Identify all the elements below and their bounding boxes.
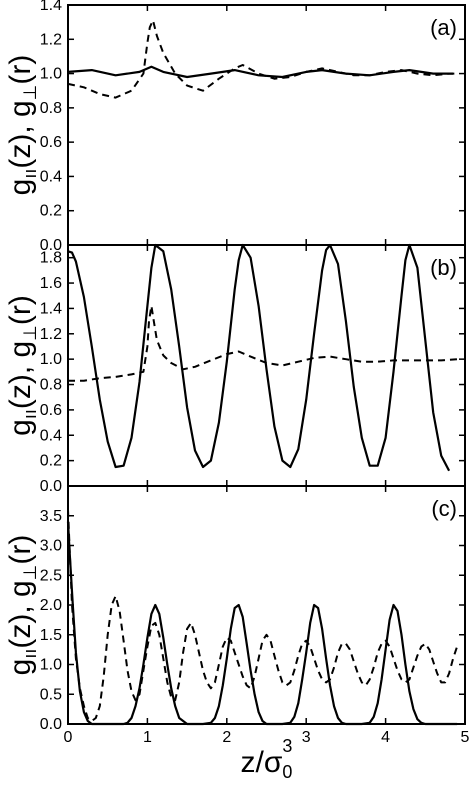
y-tick-label: 1.5: [40, 627, 62, 644]
x-axis-title-part: z/σ: [241, 746, 283, 779]
x-axis-title-subscript: 0: [282, 762, 292, 782]
y-tick-label: 1.0: [40, 351, 62, 368]
y-tick-label: 1.4: [40, 0, 62, 14]
y-tick-label: 3.0: [40, 538, 62, 555]
x-tick-label: 1: [143, 729, 152, 746]
y-tick-label: 1.0: [40, 66, 62, 83]
y-axis-title-part: (r): [4, 55, 37, 85]
y-axis-title-part: g: [4, 419, 37, 436]
y-tick-label: 0.8: [40, 100, 62, 117]
x-tick-label: 5: [461, 729, 470, 746]
panel-label: (b): [430, 255, 457, 280]
y-tick-label: 1.2: [40, 31, 62, 48]
panel-label: (a): [430, 15, 457, 40]
panel-1: 0.0 0.2 0.4 0.6 0.8 1.0 1.2 1.4 (a) gıı(z), g⊥(r): [4, 0, 466, 254]
y-axis-title-part: g: [4, 179, 37, 196]
y-tick-label: 0.0: [40, 237, 62, 254]
y-axis-title-subscript: ⊥: [20, 565, 40, 581]
y-axis-title-subscript: ıı: [20, 169, 40, 179]
solid-series-line: [67, 243, 451, 472]
dashed-series-line: [67, 509, 459, 722]
dashed-series-line: [68, 304, 458, 382]
y-axis-title: gıı(z), g⊥(r): [4, 535, 40, 676]
solid-series-line: [66, 521, 458, 726]
y-tick-label: 0.8: [40, 377, 62, 394]
x-tick-label: 2: [222, 729, 231, 746]
y-tick-label: 1.0: [40, 657, 62, 674]
y-tick-label: 1.4: [40, 300, 62, 317]
y-tick-label: 3.5: [40, 508, 62, 525]
y-axis-title-subscript: ⊥: [20, 325, 40, 341]
x-tick-label: 4: [381, 729, 390, 746]
x-tick-label: 3: [302, 729, 311, 746]
y-axis-title: gıı(z), g⊥(r): [4, 295, 40, 436]
y-tick-label: 0.6: [40, 402, 62, 419]
y-axis-title: gıı(z), g⊥(r): [4, 55, 40, 196]
y-tick-label: 0.4: [40, 168, 62, 185]
panel-frame: [67, 4, 466, 246]
panel-3: 0.0 0.5 1.0 1.5 2.0 2.5 3.0 3.5 (c) gıı(z), g⊥(r): [4, 485, 466, 733]
y-axis-title-part: g: [4, 659, 37, 676]
x-axis-title: z/σ0 3: [241, 736, 293, 782]
y-axis-title-part: (r): [4, 535, 37, 565]
x-axis-title-superscript: 3: [282, 736, 292, 756]
y-axis-title-subscript: ⊥: [20, 85, 40, 101]
x-tick-label: 0: [64, 729, 73, 746]
panel-2: 0.0 0.2 0.4 0.6 0.8 1.0 1.2 1.4 1.6 1.8 (b) gıı(z),…: [4, 243, 466, 495]
y-axis-title-part: (r): [4, 295, 37, 325]
y-tick-label: 0.0: [40, 478, 62, 495]
y-tick-label: 1.6: [40, 275, 62, 292]
y-axis-title-part: (z), g: [4, 100, 37, 168]
y-tick-label: 0.2: [40, 203, 62, 220]
y-tick-label: 0.5: [40, 686, 62, 703]
y-axis-title-subscript: ıı: [20, 409, 40, 419]
panel-frame: [67, 485, 466, 725]
y-axis-title-subscript: ıı: [20, 649, 40, 659]
y-tick-label: 2.5: [40, 567, 62, 584]
y-tick-label: 2.0: [40, 597, 62, 614]
y-tick-label: 1.8: [40, 250, 62, 267]
y-tick-label: 0.4: [40, 427, 62, 444]
y-tick-label: 1.2: [40, 326, 62, 343]
y-tick-label: 0.0: [40, 716, 62, 733]
y-tick-label: 0.2: [40, 453, 62, 470]
dashed-series-line: [67, 19, 458, 99]
y-axis-title-part: (z), g: [4, 580, 37, 648]
y-tick-label: 0.6: [40, 134, 62, 151]
y-axis-title-part: (z), g: [4, 341, 37, 409]
solid-series-line: [67, 65, 454, 79]
panel-label: (c): [431, 496, 457, 521]
